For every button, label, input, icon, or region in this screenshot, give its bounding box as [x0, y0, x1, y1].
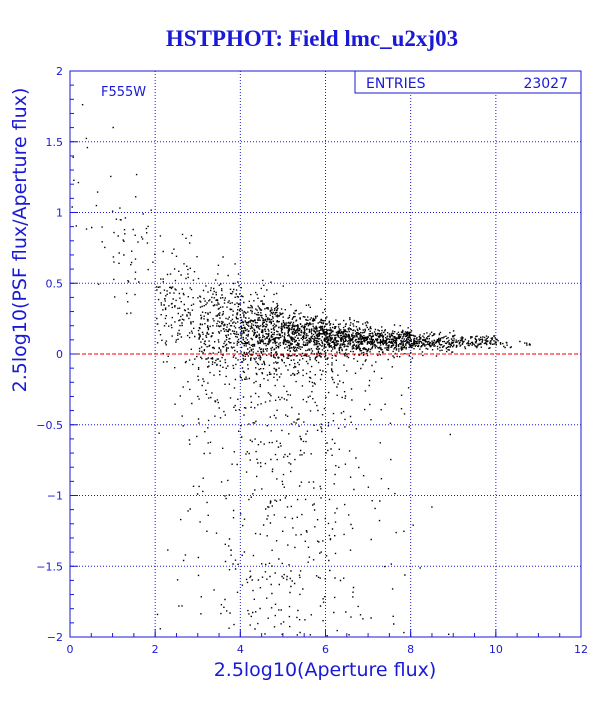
x-tick-label: 6: [322, 643, 329, 656]
y-axis-ticks: −2 −1.5 −1 −0.5 0 0.5 1 1.5 2: [36, 65, 78, 644]
x-tick-label: 8: [407, 643, 414, 656]
y-tick-label: 0: [56, 348, 63, 361]
y-axis-label: 2.5log10(PSF flux/Aperture flux): [9, 88, 31, 393]
chart-title: HSTPHOT: Field lmc_u2xj03: [166, 26, 458, 51]
grid-lines: [70, 71, 581, 637]
y-tick-label: −1.5: [36, 560, 63, 573]
y-tick-label: 2: [56, 65, 63, 78]
stats-box: ENTRIES 23027: [354, 70, 582, 94]
y-tick-label: 1.5: [46, 136, 64, 149]
y-tick-label: −2: [47, 631, 63, 644]
filter-label: F555W: [101, 85, 146, 100]
x-axis-label: 2.5log10(Aperture flux): [214, 659, 437, 681]
y-tick-label: 1: [56, 207, 63, 220]
x-tick-label: 12: [574, 643, 588, 656]
scatter-point-cloud: [71, 104, 531, 637]
x-tick-label: 2: [152, 643, 159, 656]
x-tick-label: 10: [489, 643, 503, 656]
x-tick-label: 0: [67, 643, 74, 656]
stats-box-frame: [354, 70, 582, 94]
stats-value: 23027: [523, 76, 568, 92]
y-tick-label: −0.5: [36, 419, 63, 432]
y-tick-label: −1: [47, 490, 63, 503]
scatter-points: [71, 104, 531, 637]
x-axis-ticks: 0 2 4 6 8 10 12: [67, 629, 588, 656]
x-tick-label: 4: [237, 643, 244, 656]
stats-label: ENTRIES: [366, 76, 426, 92]
y-tick-label: 0.5: [46, 277, 64, 290]
